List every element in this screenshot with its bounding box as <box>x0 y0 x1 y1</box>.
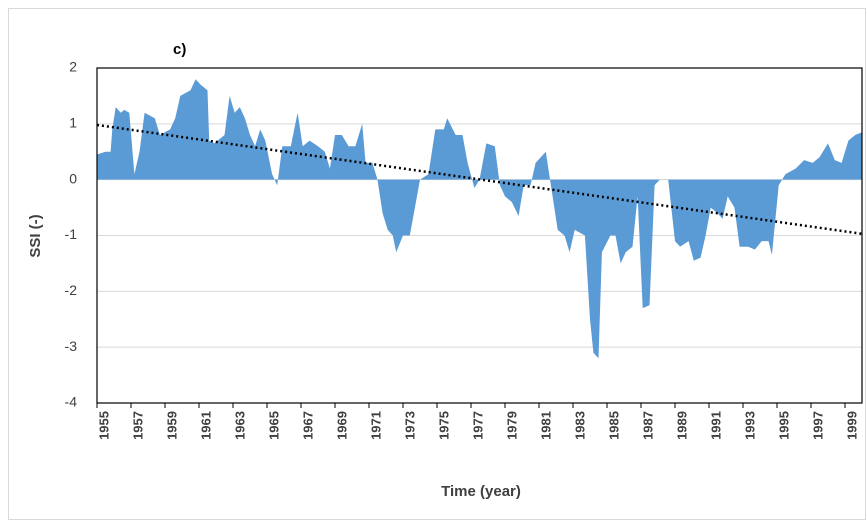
x-tick-label: 1969 <box>334 411 349 440</box>
chart-title: c) <box>173 41 186 58</box>
x-tick-label: 1995 <box>776 411 791 440</box>
x-tick-label: 1959 <box>164 411 179 440</box>
y-tick-label: -3 <box>65 338 78 354</box>
x-tick-label: 1961 <box>198 411 213 440</box>
x-tick-label: 1987 <box>640 411 655 440</box>
y-tick-label: 0 <box>69 170 77 186</box>
y-axis-label: SSI (-) <box>27 214 44 257</box>
trend-line <box>96 123 863 236</box>
x-tick-label: 1989 <box>674 411 689 440</box>
y-tick-label: -2 <box>65 282 78 298</box>
x-tick-label: 1965 <box>266 411 281 440</box>
chart-frame <box>8 8 866 520</box>
x-axis-label: Time (year) <box>441 483 521 500</box>
x-tick-label: 1999 <box>844 411 859 440</box>
x-tick-label: 1993 <box>742 411 757 440</box>
x-tick-label: 1967 <box>300 411 315 440</box>
x-tick-label: 1985 <box>606 411 621 440</box>
x-tick-label: 1997 <box>810 411 825 440</box>
x-tick-label: 1983 <box>572 411 587 440</box>
x-tick-label: 1955 <box>96 411 111 440</box>
x-tick-label: 1957 <box>130 411 145 440</box>
x-tick-label: 1979 <box>504 411 519 440</box>
plot-frame <box>96 67 863 404</box>
x-tick-label: 1981 <box>538 411 553 440</box>
y-tick-label: -4 <box>65 394 78 410</box>
x-tick-label: 1975 <box>436 411 451 440</box>
x-tick-label: 1977 <box>470 411 485 440</box>
x-tick-label: 1971 <box>368 411 383 440</box>
y-tick-label: 2 <box>69 59 77 75</box>
y-tick-label: 1 <box>69 115 77 131</box>
x-tick-label: 1991 <box>708 411 723 440</box>
x-tick-label: 1963 <box>232 411 247 440</box>
area <box>97 79 862 359</box>
x-tick-label: 1973 <box>402 411 417 440</box>
y-tick-label: -1 <box>65 226 78 242</box>
